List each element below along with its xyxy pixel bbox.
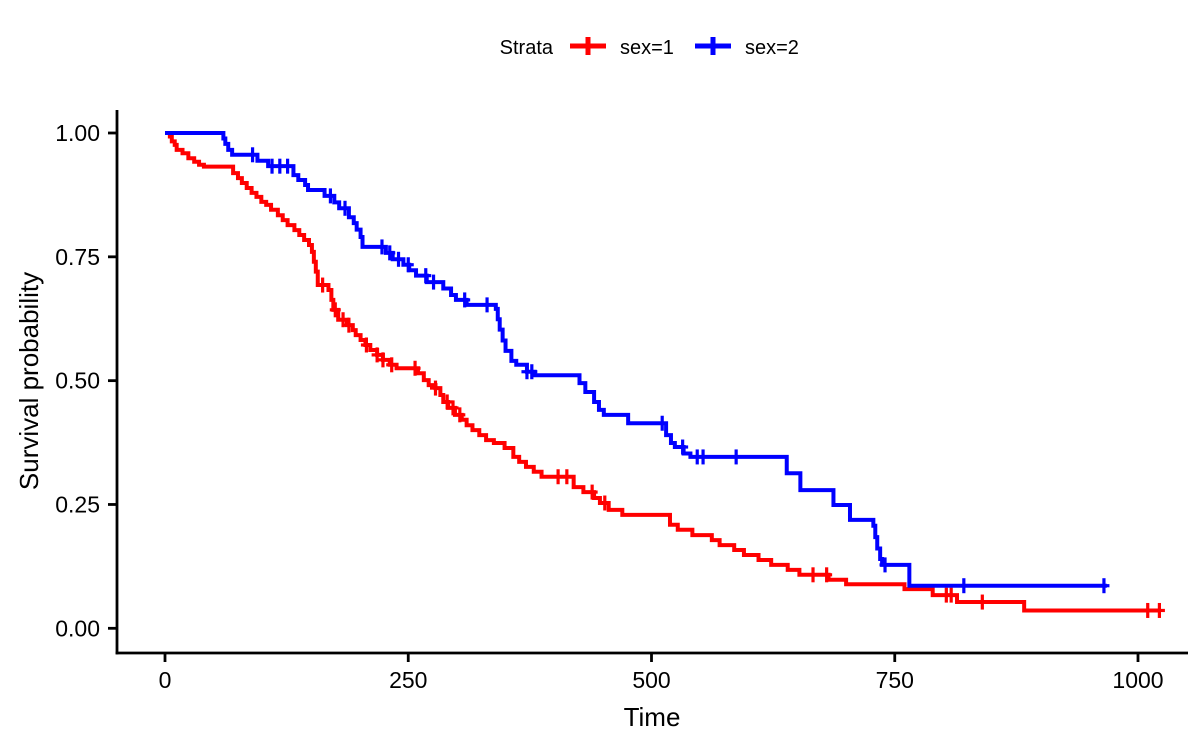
censor-mark	[821, 567, 833, 583]
y-tick-label: 0.75	[55, 244, 100, 270]
x-tick-label: 750	[876, 667, 914, 693]
censor-mark	[420, 268, 432, 284]
plus-marker-icon-red	[570, 37, 606, 55]
legend-label-sex2: sex=2	[745, 37, 799, 59]
censor-mark	[526, 364, 538, 380]
censor-mark	[459, 292, 471, 308]
censor-mark	[343, 317, 355, 333]
legend-title: Strata	[500, 37, 554, 59]
censor-mark	[371, 347, 383, 363]
survival-curve-sex-2	[165, 131, 1107, 588]
censor-mark	[247, 147, 259, 163]
y-tick-label: 0.25	[55, 491, 100, 517]
series-sex-1	[165, 131, 1165, 618]
censor-mark	[429, 380, 441, 396]
censor-mark	[441, 394, 453, 410]
censor-mark	[386, 357, 398, 373]
censor-mark	[360, 337, 372, 353]
survival-curve-sex-1	[165, 131, 1160, 613]
censor-mark	[317, 277, 329, 293]
legend-item-sex1[interactable]: sex=1	[570, 37, 674, 59]
y-tick-label: 1.00	[55, 120, 100, 146]
censor-mark	[730, 449, 742, 465]
censor-mark	[1098, 578, 1110, 594]
x-tick-label: 0	[159, 667, 172, 693]
censor-mark	[1142, 602, 1154, 618]
censor-mark	[393, 251, 405, 267]
censor-mark	[879, 557, 891, 573]
censor-mark	[384, 245, 396, 261]
censor-mark	[656, 415, 668, 431]
censor-mark	[958, 578, 970, 594]
censor-mark	[945, 587, 957, 603]
series-sex-2	[165, 131, 1110, 594]
censor-mark	[599, 495, 611, 511]
legend: Strata sex=1 sex=2	[500, 37, 799, 59]
survival-curves	[165, 131, 1165, 618]
x-axis-title: Time	[624, 702, 681, 732]
legend-label-sex1: sex=1	[620, 37, 674, 59]
censor-mark	[376, 239, 388, 255]
x-tick-label: 500	[632, 667, 670, 693]
censor-mark	[677, 439, 689, 455]
censor-mark	[586, 484, 598, 500]
censor-mark	[976, 594, 988, 610]
x-tick-label: 1000	[1112, 667, 1163, 693]
axes: 0.00 0.25 0.50 0.75 1.00 0 250 500 750 1000	[55, 110, 1188, 693]
censor-mark	[454, 407, 466, 423]
censor-mark	[409, 360, 421, 376]
censor-mark	[428, 274, 440, 290]
censor-mark	[807, 567, 819, 583]
censor-mark	[329, 302, 341, 318]
censor-mark	[1153, 602, 1165, 618]
censor-mark	[561, 469, 573, 485]
y-tick-label: 0.50	[55, 368, 100, 394]
censor-mark	[447, 400, 459, 416]
plus-marker-icon-blue	[695, 37, 731, 55]
censor-mark	[282, 158, 294, 174]
censor-mark	[697, 449, 709, 465]
censor-mark	[481, 297, 493, 313]
censor-mark	[337, 312, 349, 328]
legend-item-sex2[interactable]: sex=2	[695, 37, 799, 59]
censor-mark	[377, 352, 389, 368]
x-tick-label: 250	[389, 667, 427, 693]
censor-mark	[324, 188, 336, 204]
censor-mark	[339, 200, 351, 216]
censor-mark	[402, 257, 414, 273]
y-tick-label: 0.00	[55, 615, 100, 641]
y-axis-title: Survival probability	[14, 272, 44, 490]
